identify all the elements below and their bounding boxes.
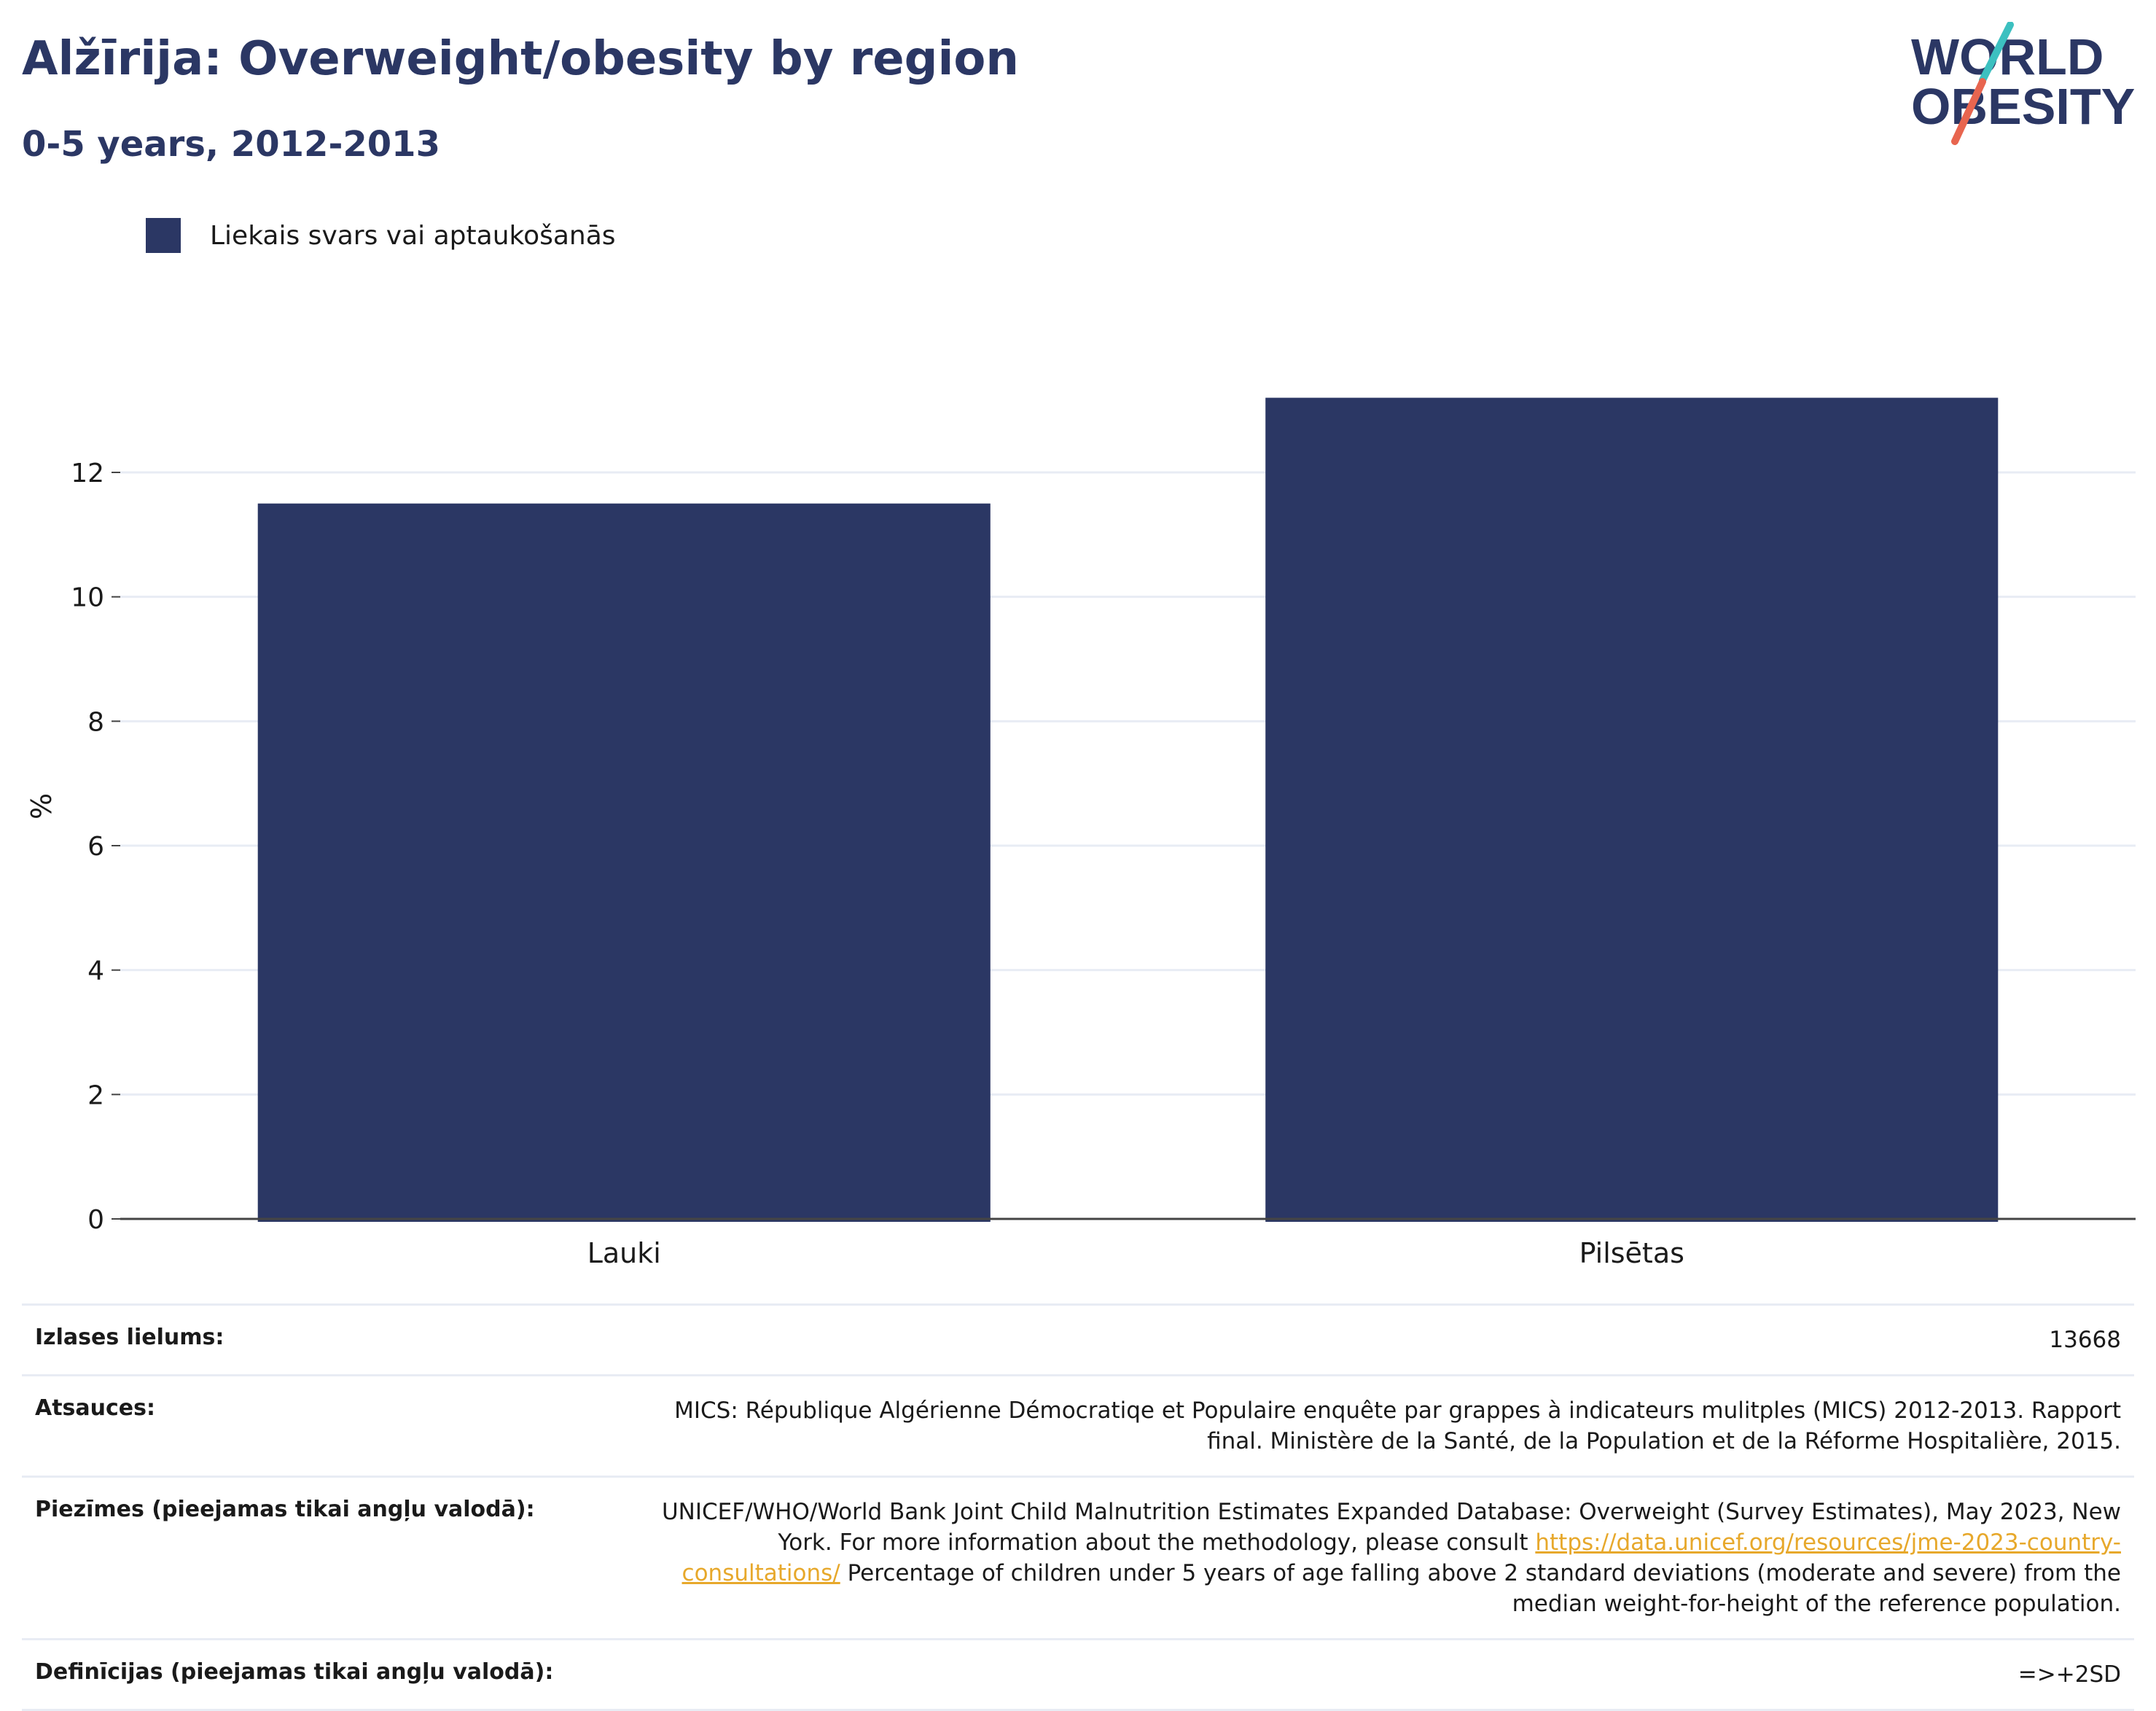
info-value: 13668 — [2049, 1327, 2121, 1353]
y-tick-label: 10 — [71, 583, 104, 613]
info-row-sample-size: Izlases lielums: 13668 — [22, 1304, 2134, 1376]
logo-slash-top — [1979, 22, 2014, 84]
y-tick-label: 12 — [71, 459, 104, 488]
legend-label: Liekais svars vai aptaukošanās — [210, 220, 616, 251]
chart-legend[interactable]: Liekais svars vai aptaukošanās — [146, 217, 616, 254]
info-key: Definīcijas (pieejamas tikai angļu valod… — [35, 1659, 554, 1685]
page-title: Alžīrija: Overweight/obesity by region — [22, 32, 1019, 86]
bar — [257, 503, 991, 1222]
logo-text-obesity: OBESITY — [1911, 78, 2135, 135]
x-tick-label: Lauki — [587, 1237, 661, 1269]
world-obesity-logo: WORLD OBESITY — [1911, 22, 2135, 145]
legend-swatch — [146, 218, 181, 253]
y-tick-label: 6 — [87, 832, 104, 862]
page-subtitle: 0-5 years, 2012-2013 — [22, 124, 440, 165]
info-row-definitions: Definīcijas (pieejamas tikai angļu valod… — [22, 1639, 2134, 1710]
y-tick-label: 8 — [87, 707, 104, 737]
notes-text-after: Percentage of children under 5 years of … — [840, 1560, 2121, 1617]
y-tick-label: 4 — [87, 956, 104, 986]
notes-text: UNICEF/WHO/World Bank Joint Child Malnut… — [661, 1499, 2121, 1556]
info-key: Izlases lielums: — [35, 1325, 224, 1350]
methodology-link[interactable]: https://data.unicef.org/resources/jme-20… — [681, 1529, 2121, 1586]
bar-chart: 0 2 4 6 8 10 12% Lauki Pilsētas — [26, 397, 2136, 1269]
info-row-notes: Piezīmes (pieejamas tikai angļu valodā):… — [22, 1476, 2134, 1640]
info-key: Atsauces: — [35, 1395, 155, 1421]
info-value: =>+2SD — [2018, 1661, 2121, 1688]
x-tick-label: Pilsētas — [1579, 1237, 1684, 1269]
y-tick-label: 0 — [87, 1205, 104, 1235]
info-key: Piezīmes (pieejamas tikai angļu valodā): — [35, 1497, 535, 1522]
bar — [1265, 397, 1999, 1222]
y-tick-label: 2 — [87, 1080, 104, 1110]
y-axis-label: % — [26, 793, 58, 819]
info-row-references: Atsauces: MICS: République Algérienne Dé… — [22, 1375, 2134, 1477]
info-value: MICS: République Algérienne Démocratiqe … — [674, 1398, 2121, 1454]
info-value: UNICEF/WHO/World Bank Joint Child Malnut… — [617, 1477, 2134, 1640]
info-table: Izlases lielums: 13668 Atsauces: MICS: R… — [22, 1303, 2134, 1711]
logo-slash-bottom — [1951, 78, 1986, 145]
